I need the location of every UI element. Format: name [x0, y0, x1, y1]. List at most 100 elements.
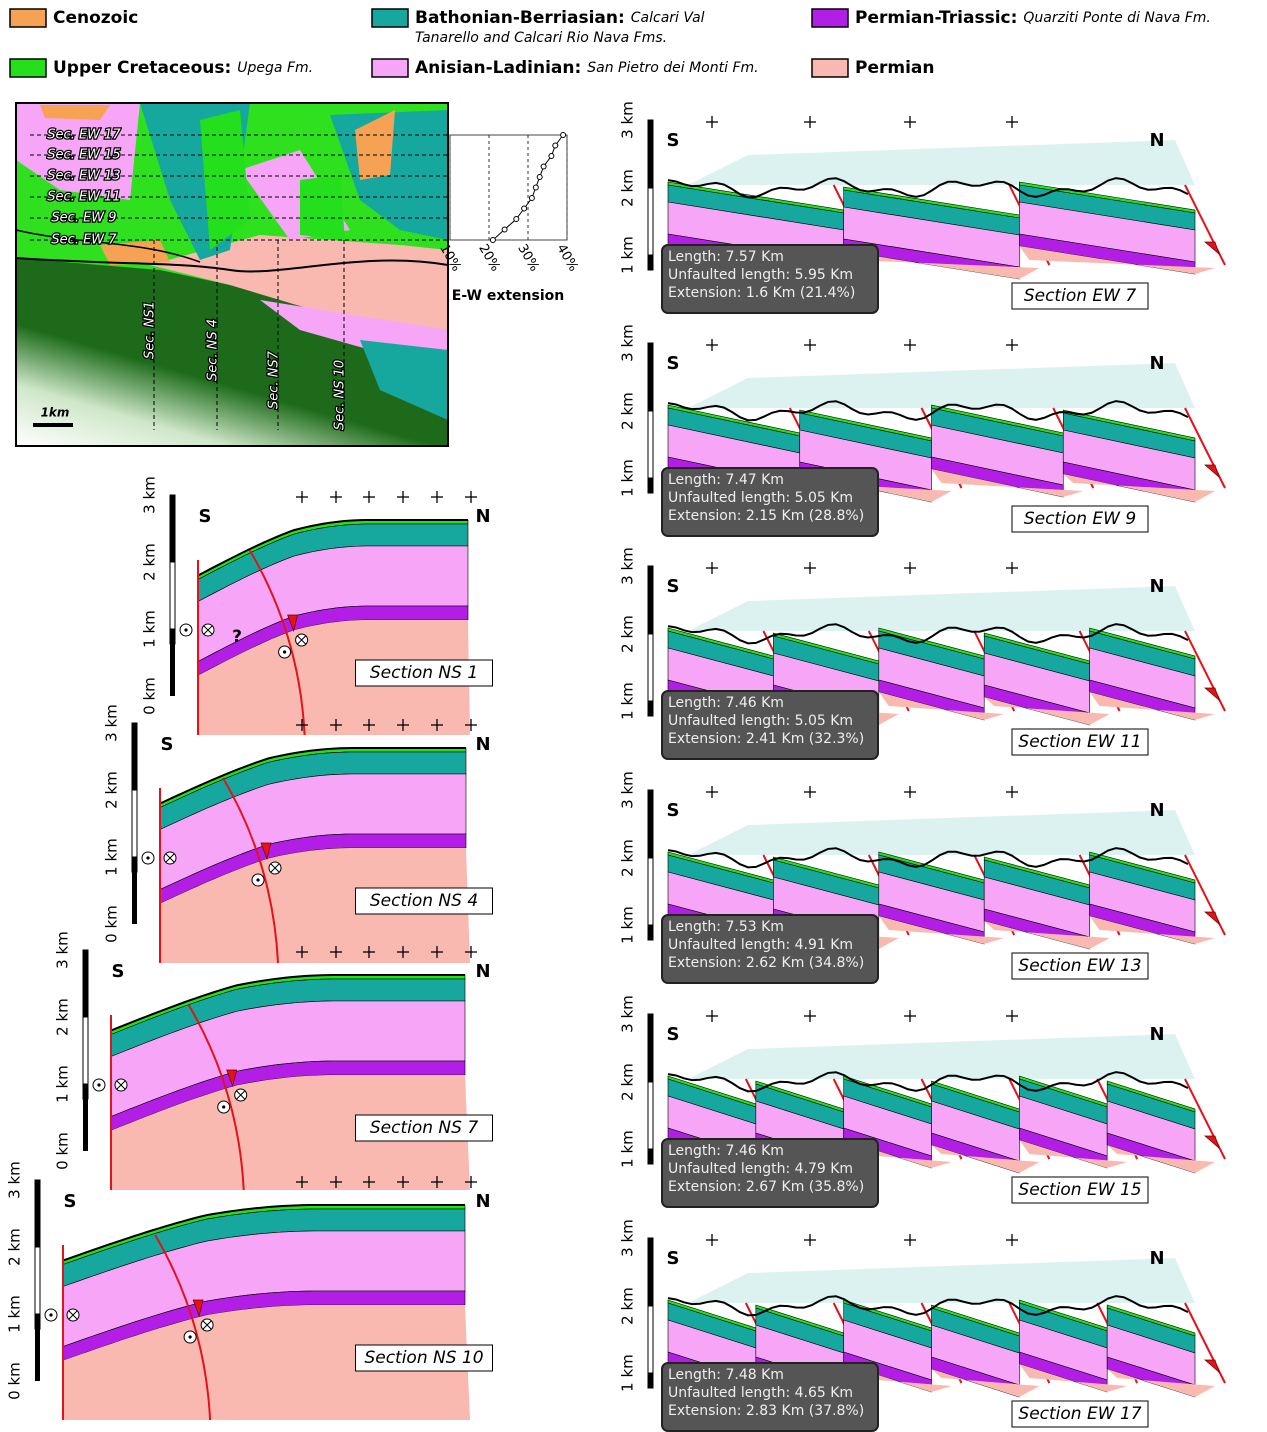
north-label: N: [1149, 130, 1164, 151]
legend-swatch: [10, 9, 46, 27]
map-section-label: Sec. NS1: [143, 301, 158, 359]
plot-point: [537, 175, 542, 180]
section-title: Section NS 7: [370, 1118, 478, 1138]
north-label: N: [1149, 800, 1164, 821]
section-title: Section NS 1: [370, 663, 478, 683]
depth-label: 1 km: [619, 682, 637, 720]
map-section-label: Sec. EW 13: [47, 169, 120, 184]
info-text: Extension: 1.6 Km (21.4%): [668, 285, 855, 301]
plot-tick-label: 40%: [553, 242, 580, 275]
map-section-label: Sec. NS 4: [206, 319, 221, 381]
plot-point: [533, 185, 538, 190]
depth-label: 0 km: [6, 1362, 24, 1400]
info-text: Length: 7.53 Km: [668, 919, 784, 935]
legend-swatch: [372, 9, 408, 27]
depth-label: 3 km: [619, 101, 637, 139]
plot-point: [514, 217, 519, 222]
fault-arrow: [1205, 688, 1219, 700]
scale-bar: [648, 478, 653, 493]
depth-label: 2 km: [619, 1287, 637, 1325]
scale-bar: [648, 120, 653, 188]
plot-point: [502, 227, 507, 232]
movement-symbol: [283, 650, 286, 653]
plot-point: [529, 196, 534, 201]
fault-arrow: [1205, 1360, 1219, 1372]
scale-bar: [648, 1082, 653, 1149]
south-label: S: [199, 506, 212, 527]
legend-name: Anisian-Ladinian:: [415, 58, 581, 78]
scale-bar: [132, 857, 137, 924]
depth-label: 3 km: [141, 476, 159, 514]
section-title: Section NS 4: [370, 891, 478, 911]
plot-frame: [450, 135, 567, 240]
plot-point: [490, 238, 495, 243]
plot-point: [549, 154, 554, 159]
info-text: Extension: 2.41 Km (32.3%): [668, 731, 864, 747]
legend-name: Bathonian-Berriasian:: [415, 8, 625, 28]
north-label: N: [1149, 353, 1164, 374]
depth-label: 3 km: [619, 324, 637, 362]
scale-bar: [83, 1017, 88, 1084]
scale-bar: [35, 1314, 40, 1381]
scale-bar: [35, 1180, 40, 1247]
south-label: S: [667, 130, 680, 151]
depth-label: 2 km: [6, 1228, 24, 1266]
fault-arrow: [1205, 242, 1219, 254]
scale-bar: [648, 343, 653, 411]
legend-name: Permian: [855, 58, 935, 78]
map-section-label: Sec. NS 10: [333, 360, 348, 430]
scale-bar: [170, 629, 175, 696]
scale-bar: [648, 255, 653, 270]
section-title: Section EW 7: [1024, 286, 1137, 306]
map-section-label: Sec. EW 9: [51, 211, 116, 226]
fault-arrow: [1205, 465, 1219, 477]
south-label: S: [667, 800, 680, 821]
south-label: S: [64, 1191, 77, 1212]
info-text: Length: 7.46 Km: [668, 695, 784, 711]
info-text: Length: 7.48 Km: [668, 1367, 784, 1383]
movement-symbol: [256, 878, 259, 881]
uncertainty-mark: ?: [232, 627, 242, 647]
info-text: Unfaulted length: 4.65 Km: [668, 1385, 853, 1401]
scale-bar: [648, 188, 653, 255]
scale-bar: [132, 790, 137, 857]
scale-bar: [648, 790, 653, 858]
depth-label: 2 km: [619, 169, 637, 207]
info-text: Length: 7.57 Km: [668, 249, 784, 265]
depth-label: 3 km: [619, 1219, 637, 1257]
scale-bar: [648, 1306, 653, 1373]
info-text: Length: 7.47 Km: [668, 472, 784, 488]
depth-label: 2 km: [619, 615, 637, 653]
depth-label: 1 km: [619, 1130, 637, 1168]
legend-description: San Pietro dei Monti Fm.: [587, 60, 758, 76]
info-text: Unfaulted length: 5.05 Km: [668, 713, 853, 729]
section-title: Section EW 13: [1018, 956, 1141, 976]
map-scale-label: 1km: [41, 406, 70, 420]
plot-point: [553, 143, 558, 148]
section-title: Section EW 17: [1018, 1404, 1141, 1424]
depth-label: 3 km: [619, 995, 637, 1033]
plot-tick-label: 20%: [475, 242, 502, 275]
depth-label: 2 km: [54, 998, 72, 1036]
depth-label: 1 km: [619, 459, 637, 497]
scale-bar: [83, 950, 88, 1017]
map-orange: [40, 105, 110, 120]
south-label: S: [161, 734, 174, 755]
legend-swatch: [372, 59, 408, 77]
depth-label: 1 km: [54, 1065, 72, 1103]
info-text: Extension: 2.67 Km (35.8%): [668, 1179, 864, 1195]
info-text: Extension: 2.15 Km (28.8%): [668, 508, 864, 524]
plot-tick-label: 30%: [514, 242, 541, 275]
north-label: N: [475, 734, 490, 755]
scale-bar: [648, 566, 653, 634]
scale-bar: [648, 925, 653, 940]
legend-name: Cenozoic: [53, 8, 138, 28]
north-label: N: [1149, 1024, 1164, 1045]
map-section-label: Sec. EW 17: [47, 128, 121, 143]
scale-bar: [648, 1238, 653, 1306]
south-label: S: [667, 353, 680, 374]
scale-bar: [35, 1247, 40, 1314]
depth-label: 0 km: [54, 1132, 72, 1170]
scale-bar: [648, 1373, 653, 1388]
depth-label: 3 km: [103, 704, 121, 742]
